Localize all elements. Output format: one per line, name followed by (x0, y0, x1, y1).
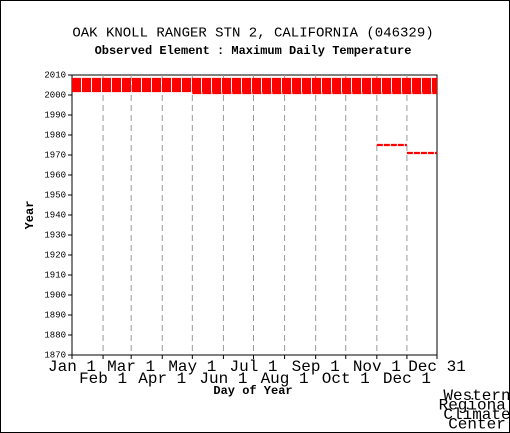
credit: Climate (443, 406, 510, 424)
credit: Center (448, 416, 506, 433)
x-tick-label: Dec 31 (408, 358, 466, 376)
chart-title: OAK KNOLL RANGER STN 2, CALIFORNIA (0463… (72, 26, 433, 42)
x-tick-label: Apr 1 (138, 370, 186, 388)
x-tick-label: Aug 1 (261, 370, 309, 388)
y-tick-label: 1920 (44, 250, 66, 260)
y-tick-label: 1900 (44, 290, 66, 300)
y-tick-label: 1980 (44, 130, 66, 140)
x-tick-label: May 1 (168, 358, 216, 376)
y-tick-label: 1950 (44, 190, 66, 200)
x-tick-label: Nov 1 (353, 358, 401, 376)
y-tick-label: 1940 (44, 210, 66, 220)
y-tick-label: 1930 (44, 230, 66, 240)
y-tick-label: 2000 (44, 90, 66, 100)
y-tick-label: 1890 (44, 310, 66, 320)
x-tick-label: Jan 1 (48, 358, 96, 376)
x-tick-label: Feb 1 (79, 370, 127, 388)
chart-subtitle: Observed Element : Maximum Daily Tempera… (95, 44, 412, 58)
y-axis-label: Year (23, 201, 37, 230)
credit: Western (443, 387, 510, 405)
y-tick-label: 1910 (44, 270, 66, 280)
y-tick-label: 1990 (44, 110, 66, 120)
y-tick-label: 1880 (44, 330, 66, 340)
x-tick-label: Dec 1 (383, 370, 431, 388)
x-tick-label: Jul 1 (229, 358, 277, 376)
y-tick-label: 1960 (44, 170, 66, 180)
x-tick-label: Jun 1 (199, 370, 247, 388)
x-axis-label: Day of Year (213, 384, 292, 398)
y-tick-label: 1870 (44, 350, 66, 360)
x-tick-label: Sep 1 (292, 358, 340, 376)
x-tick-label: Mar 1 (107, 358, 155, 376)
y-tick-label: 2010 (44, 70, 66, 80)
y-tick-label: 1970 (44, 150, 66, 160)
credit: Regional (439, 397, 510, 415)
x-tick-label: Oct 1 (322, 370, 370, 388)
